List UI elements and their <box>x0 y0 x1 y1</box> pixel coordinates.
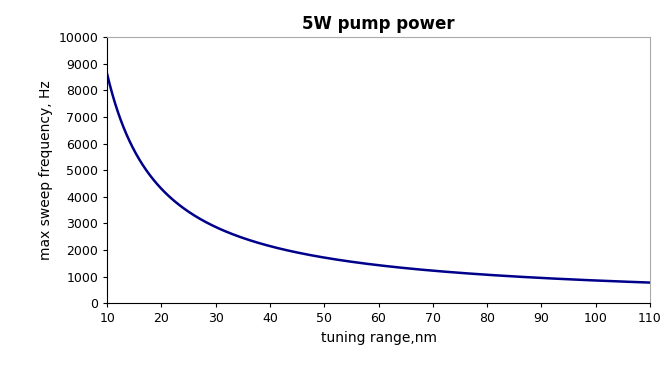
X-axis label: tuning range,nm: tuning range,nm <box>320 331 437 345</box>
Y-axis label: max sweep frequency, Hz: max sweep frequency, Hz <box>39 80 53 260</box>
Title: 5W pump power: 5W pump power <box>302 15 455 33</box>
